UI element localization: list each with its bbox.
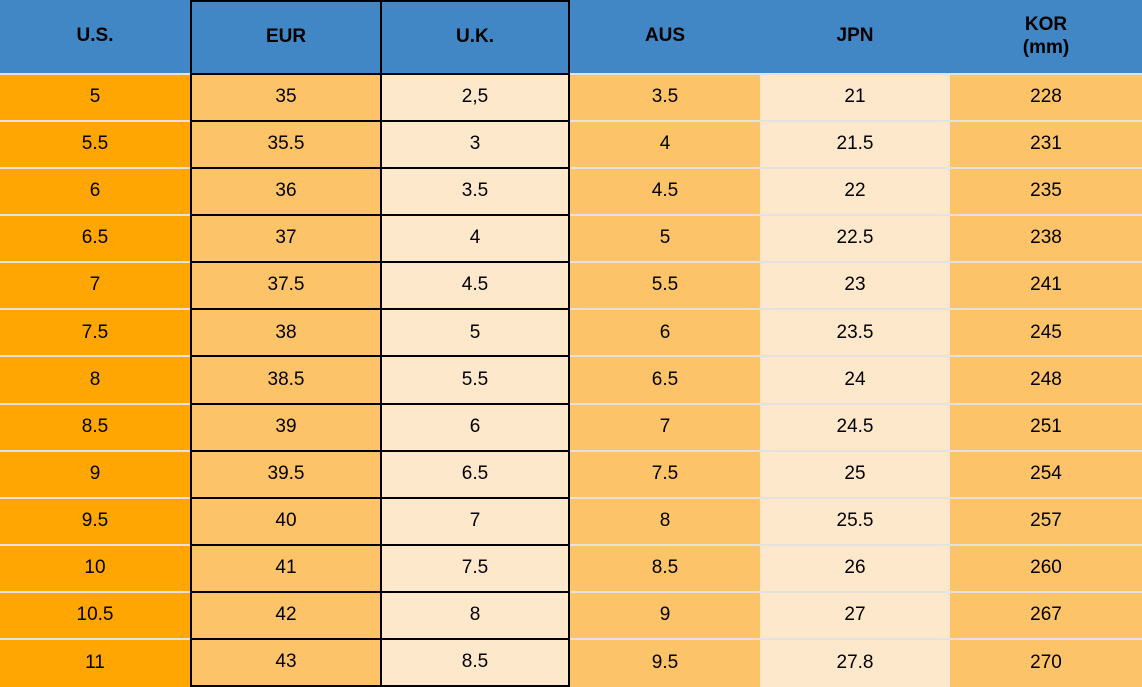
cell-uk-row13: 8.5: [380, 639, 570, 687]
cell-kor-row2: 231: [950, 122, 1142, 170]
cell-kor-row9: 254: [950, 451, 1142, 499]
cell-eur-row12: 42: [190, 592, 380, 640]
cell-aus-row11: 8.5: [570, 545, 760, 593]
column-header-kor: KOR (mm): [950, 0, 1142, 75]
cell-us-row8: 8.5: [0, 404, 190, 452]
cell-aus-row6: 6: [570, 310, 760, 358]
cell-aus-row4: 5: [570, 216, 760, 264]
cell-aus-row1: 3.5: [570, 75, 760, 123]
cell-eur-row7: 38.5: [190, 357, 380, 405]
cell-uk-row5: 4.5: [380, 263, 570, 311]
cell-us-row9: 9: [0, 451, 190, 499]
cell-eur-row11: 41: [190, 545, 380, 593]
cell-jpn-row5: 23: [760, 263, 950, 311]
cell-kor-row5: 241: [950, 263, 1142, 311]
cell-eur-row8: 39: [190, 404, 380, 452]
cell-us-row3: 6: [0, 169, 190, 217]
cell-jpn-row2: 21.5: [760, 122, 950, 170]
cell-kor-row11: 260: [950, 545, 1142, 593]
column-header-label: KOR: [1024, 13, 1068, 35]
cell-kor-row4: 238: [950, 216, 1142, 264]
cell-aus-row5: 5.5: [570, 263, 760, 311]
cell-eur-row5: 37.5: [190, 263, 380, 311]
cell-us-row5: 7: [0, 263, 190, 311]
cell-jpn-row7: 24: [760, 357, 950, 405]
cell-us-row12: 10.5: [0, 592, 190, 640]
column-header-jpn: JPN: [760, 0, 950, 75]
cell-uk-row2: 3: [380, 122, 570, 170]
cell-jpn-row1: 21: [760, 75, 950, 123]
cell-jpn-row4: 22.5: [760, 216, 950, 264]
cell-aus-row13: 9.5: [570, 639, 760, 687]
cell-kor-row7: 248: [950, 357, 1142, 405]
cell-uk-row10: 7: [380, 498, 570, 546]
cell-eur-row1: 35: [190, 75, 380, 123]
cell-eur-row3: 36: [190, 169, 380, 217]
column-header-label: AUS: [644, 25, 686, 47]
column-header-label: U.K.: [456, 26, 494, 48]
cell-us-row7: 8: [0, 357, 190, 405]
cell-aus-row3: 4.5: [570, 169, 760, 217]
column-header-label: EUR: [265, 26, 307, 48]
cell-us-row13: 11: [0, 639, 190, 687]
cell-jpn-row3: 22: [760, 169, 950, 217]
cell-aus-row10: 8: [570, 498, 760, 546]
cell-us-row6: 7.5: [0, 310, 190, 358]
cell-kor-row10: 257: [950, 498, 1142, 546]
column-header-eur: EUR: [190, 0, 380, 75]
cell-uk-row8: 6: [380, 404, 570, 452]
cell-uk-row12: 8: [380, 592, 570, 640]
column-header-uk: U.K.: [380, 0, 570, 75]
column-header-sublabel: (mm): [1022, 36, 1070, 58]
cell-uk-row6: 5: [380, 310, 570, 358]
cell-aus-row8: 7: [570, 404, 760, 452]
cell-eur-row9: 39.5: [190, 451, 380, 499]
cell-kor-row6: 245: [950, 310, 1142, 358]
cell-jpn-row12: 27: [760, 592, 950, 640]
cell-uk-row1: 2,5: [380, 75, 570, 123]
cell-us-row4: 6.5: [0, 216, 190, 264]
cell-kor-row13: 270: [950, 639, 1142, 687]
cell-kor-row3: 235: [950, 169, 1142, 217]
cell-aus-row2: 4: [570, 122, 760, 170]
cell-jpn-row6: 23.5: [760, 310, 950, 358]
cell-jpn-row8: 24.5: [760, 404, 950, 452]
cell-eur-row13: 43: [190, 639, 380, 687]
cell-uk-row3: 3.5: [380, 169, 570, 217]
cell-eur-row10: 40: [190, 498, 380, 546]
cell-us-row2: 5.5: [0, 122, 190, 170]
cell-eur-row6: 38: [190, 310, 380, 358]
cell-aus-row12: 9: [570, 592, 760, 640]
cell-kor-row12: 267: [950, 592, 1142, 640]
cell-aus-row7: 6.5: [570, 357, 760, 405]
column-header-us: U.S.: [0, 0, 190, 75]
cell-jpn-row13: 27.8: [760, 639, 950, 687]
cell-jpn-row9: 25: [760, 451, 950, 499]
cell-eur-row4: 37: [190, 216, 380, 264]
cell-aus-row9: 7.5: [570, 451, 760, 499]
cell-eur-row2: 35.5: [190, 122, 380, 170]
cell-us-row10: 9.5: [0, 498, 190, 546]
cell-uk-row7: 5.5: [380, 357, 570, 405]
cell-kor-row8: 251: [950, 404, 1142, 452]
cell-jpn-row10: 25.5: [760, 498, 950, 546]
cell-uk-row4: 4: [380, 216, 570, 264]
column-header-label: U.S.: [76, 25, 114, 47]
cell-uk-row9: 6.5: [380, 451, 570, 499]
cell-us-row1: 5: [0, 75, 190, 123]
cell-kor-row1: 228: [950, 75, 1142, 123]
cell-us-row11: 10: [0, 545, 190, 593]
column-header-label: JPN: [836, 25, 874, 47]
cell-uk-row11: 7.5: [380, 545, 570, 593]
column-header-aus: AUS: [570, 0, 760, 75]
cell-jpn-row11: 26: [760, 545, 950, 593]
